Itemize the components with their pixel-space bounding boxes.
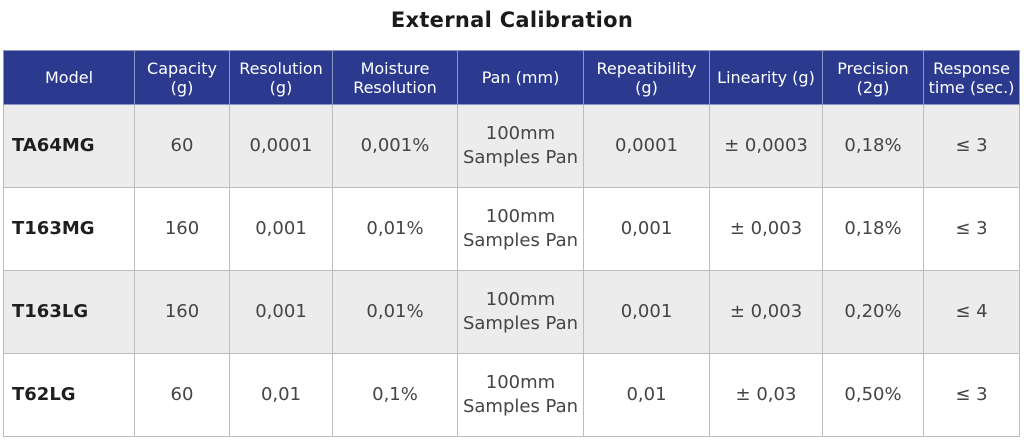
header-precision-line-1: Precision [837,58,909,78]
header-pan: Pan (mm) [457,50,584,105]
pan-type: Samples Pan [462,396,579,417]
pan-cell: 100mm Samples Pan [457,104,584,188]
linearity-cell: ± 0,003 [709,270,823,354]
response-time-cell: ≤ 3 [923,353,1020,437]
precision-cell: 0,18% [822,187,924,271]
moisture-resolution-cell: 0,01% [332,187,458,271]
pan-cell: 100mm Samples Pan [457,353,584,437]
moisture-resolution-cell: 0,1% [332,353,458,437]
header-response-line-2: time (sec.) [928,77,1015,97]
response-time-cell: ≤ 3 [923,187,1020,271]
pan-cell: 100mm Samples Pan [457,187,584,271]
header-moisture-resolution: Moisture Resolution [332,50,458,105]
moisture-resolution-cell: 0,01% [332,270,458,354]
resolution-cell: 0,01 [229,353,333,437]
page-title: External Calibration [390,8,634,32]
repeatibility-cell: 0,001 [583,187,710,271]
resolution-cell: 0,001 [229,187,333,271]
header-response-time: Response time (sec.) [923,50,1020,105]
header-capacity: Capacity (g) [134,50,230,105]
header-capacity-line-2: (g) [170,77,194,97]
header-model: Model [3,50,135,105]
header-repeatibility-line-1: Repeatibility [596,58,697,78]
precision-cell: 0,20% [822,270,924,354]
header-resolution-line-1: Resolution [239,58,323,78]
model-cell: T62LG [3,353,135,437]
linearity-cell: ± 0,0003 [709,104,823,188]
pan-type: Samples Pan [462,230,579,251]
repeatibility-cell: 0,001 [583,270,710,354]
header-capacity-line-1: Capacity [147,58,217,78]
header-repeatibility-line-2: (g) [635,77,658,97]
header-response-line-1: Response [933,58,1010,78]
header-resolution: Resolution (g) [229,50,333,105]
precision-cell: 0,18% [822,104,924,188]
header-resolution-line-2: (g) [269,77,293,97]
header-row: Model Capacity (g) Resolution (g) Moistu… [3,50,1020,105]
header-precision-line-2: (2g) [856,77,890,97]
model-cell: TA64MG [3,104,135,188]
header-precision: Precision (2g) [822,50,924,105]
repeatibility-cell: 0,01 [583,353,710,437]
header-linearity-label: Linearity (g) [717,68,815,87]
linearity-cell: ± 0,003 [709,187,823,271]
header-model-label: Model [44,68,94,87]
capacity-cell: 160 [134,187,230,271]
repeatibility-cell: 0,0001 [583,104,710,188]
capacity-cell: 160 [134,270,230,354]
precision-cell: 0,50% [822,353,924,437]
response-time-cell: ≤ 4 [923,270,1020,354]
model-cell: T163MG [3,187,135,271]
pan-type: Samples Pan [462,313,579,334]
table-row: T163MG 160 0,001 0,01% 100mm Samples Pan… [3,187,1020,271]
pan-cell: 100mm Samples Pan [457,270,584,354]
resolution-cell: 0,001 [229,270,333,354]
pan-size: 100mm [485,123,556,144]
model-cell: T163LG [3,270,135,354]
table-row: T62LG 60 0,01 0,1% 100mm Samples Pan 0,0… [3,353,1020,437]
capacity-cell: 60 [134,353,230,437]
header-repeatibility: Repeatibility (g) [583,50,710,105]
header-linearity: Linearity (g) [709,50,823,105]
pan-type: Samples Pan [462,147,579,168]
linearity-cell: ± 0,03 [709,353,823,437]
response-time-cell: ≤ 3 [923,104,1020,188]
pan-size: 100mm [485,372,556,393]
pan-size: 100mm [485,289,556,310]
table-row: T163LG 160 0,001 0,01% 100mm Samples Pan… [3,270,1020,354]
header-pan-label: Pan (mm) [481,68,560,87]
calibration-table: Model Capacity (g) Resolution (g) Moistu… [3,50,1020,437]
table-row: TA64MG 60 0,0001 0,001% 100mm Samples Pa… [3,104,1020,188]
capacity-cell: 60 [134,104,230,188]
header-moisture-line-1: Moisture [360,58,430,78]
moisture-resolution-cell: 0,001% [332,104,458,188]
resolution-cell: 0,0001 [229,104,333,188]
pan-size: 100mm [485,206,556,227]
header-moisture-line-2: Resolution [353,77,437,97]
